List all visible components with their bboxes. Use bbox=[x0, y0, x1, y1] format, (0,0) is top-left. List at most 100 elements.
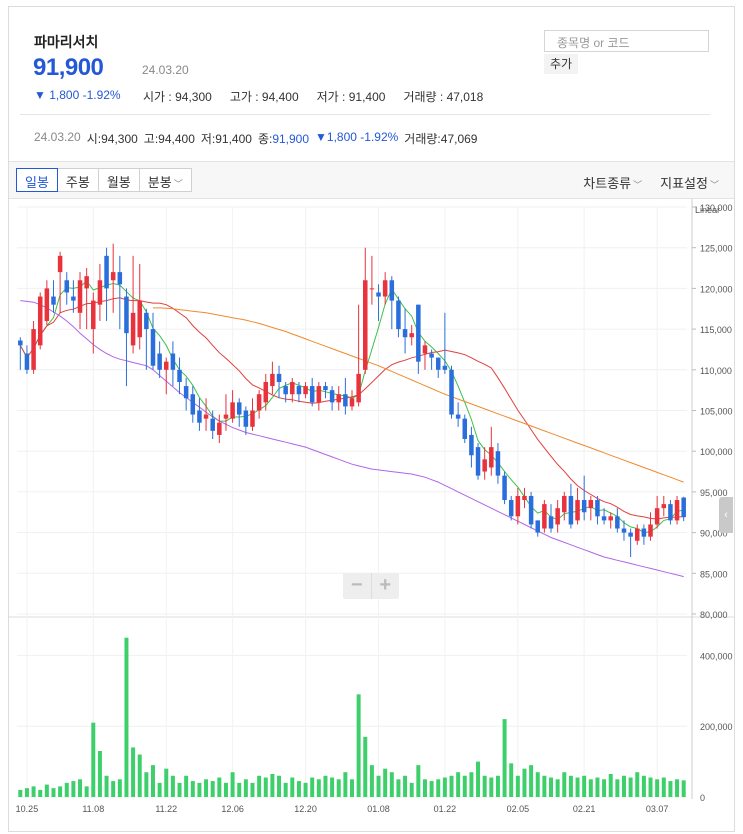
candle-body bbox=[64, 280, 70, 293]
volume-bar bbox=[608, 773, 613, 797]
candle-body bbox=[648, 524, 653, 537]
candle-body bbox=[595, 500, 600, 517]
chevron-down-icon: ﹀ bbox=[633, 180, 643, 190]
candle-body bbox=[144, 312, 149, 330]
info-low: 저:91,400 bbox=[200, 132, 252, 146]
volume-bar bbox=[648, 777, 653, 797]
volume-bar bbox=[323, 775, 328, 797]
volume-bar bbox=[71, 781, 76, 797]
tab-weekly[interactable]: 주봉 bbox=[56, 168, 99, 192]
volume-bar bbox=[44, 784, 49, 797]
x-tick-label: 03.07 bbox=[646, 804, 669, 814]
x-tick-label: 02.05 bbox=[507, 804, 530, 814]
volume-bar bbox=[675, 779, 680, 797]
candle-body bbox=[37, 296, 43, 346]
x-tick-label: 12.06 bbox=[221, 804, 244, 814]
candle-body bbox=[18, 340, 23, 346]
chevron-left-icon[interactable]: ‹ bbox=[719, 497, 733, 533]
candle-body bbox=[515, 495, 521, 517]
volume-bar bbox=[449, 775, 454, 797]
volume-bar bbox=[462, 775, 467, 797]
volume-bar bbox=[290, 777, 295, 797]
volume-bar bbox=[555, 779, 560, 797]
stock-name: 파마리서치 bbox=[34, 34, 99, 50]
volume-bar bbox=[509, 763, 514, 797]
candle-body bbox=[84, 276, 89, 289]
volume-bar bbox=[38, 789, 43, 797]
candle-body bbox=[183, 386, 189, 399]
zoom-in-button[interactable]: + bbox=[370, 573, 400, 599]
candle-body bbox=[621, 528, 627, 533]
volume-bar bbox=[343, 772, 348, 797]
info-volume: 거래량:47,069 bbox=[404, 132, 478, 146]
candle-body bbox=[608, 516, 613, 521]
volume-tick-label: 200,000 bbox=[700, 722, 733, 732]
volume-bar bbox=[204, 779, 209, 797]
volume-bar bbox=[177, 782, 182, 797]
candle-body bbox=[449, 369, 454, 415]
tab-minute[interactable]: 분봉 ﹀ bbox=[138, 168, 192, 192]
candle-body bbox=[230, 402, 235, 419]
candle-body bbox=[389, 280, 395, 301]
ma60-line bbox=[20, 300, 684, 578]
volume-bar bbox=[356, 694, 361, 797]
candle-body bbox=[562, 495, 567, 513]
candle-body bbox=[164, 361, 169, 370]
volume-bar bbox=[184, 775, 189, 797]
price-tick-label: 80,000 bbox=[700, 610, 728, 620]
high-stat: 고가 : 94,400 bbox=[229, 90, 299, 104]
candle-body bbox=[117, 272, 123, 285]
candle-body bbox=[223, 414, 229, 419]
volume-bar bbox=[575, 777, 580, 797]
volume-bar bbox=[562, 772, 567, 797]
candle-body bbox=[256, 394, 262, 411]
add-button[interactable]: 추가 bbox=[544, 54, 578, 74]
candle-body bbox=[429, 353, 434, 358]
volume-bar bbox=[237, 782, 242, 797]
volume-bar bbox=[137, 754, 142, 797]
candle-body bbox=[349, 398, 355, 407]
chart-type-menu[interactable]: 차트종류 ﹀ bbox=[583, 176, 643, 191]
price-tick-label: 130,000 bbox=[700, 203, 733, 213]
price-tick-label: 105,000 bbox=[700, 407, 733, 417]
volume-bar bbox=[416, 765, 421, 797]
candle-body bbox=[57, 255, 63, 273]
candle-body bbox=[369, 288, 375, 290]
candle-body bbox=[71, 296, 76, 301]
candle-body bbox=[250, 410, 255, 427]
candle-body bbox=[508, 500, 514, 517]
chevron-down-icon: ﹀ bbox=[173, 179, 183, 189]
price-tick-label: 120,000 bbox=[700, 284, 733, 294]
candle-body bbox=[329, 390, 335, 403]
candle-body bbox=[502, 475, 507, 501]
volume-bar bbox=[164, 768, 169, 797]
candle-body bbox=[77, 280, 83, 313]
candle-body bbox=[203, 414, 209, 419]
indicator-menu[interactable]: 지표설정 ﹀ bbox=[660, 176, 719, 191]
candle-body bbox=[522, 495, 527, 501]
volume-bar bbox=[111, 781, 116, 797]
search-input[interactable]: 종목명 or 코드 bbox=[544, 30, 709, 52]
volume-bar bbox=[615, 779, 620, 797]
volume-bar bbox=[197, 782, 202, 797]
volume-bar bbox=[456, 772, 461, 797]
candle-body bbox=[462, 418, 468, 439]
zoom-out-button[interactable]: − bbox=[350, 574, 363, 596]
volume-bar bbox=[210, 781, 215, 797]
volume-bar bbox=[429, 781, 434, 797]
x-tick-label: 11.22 bbox=[155, 804, 177, 814]
stock-chart[interactable]: 130,000 125,000 120,000 115,000 110,000 105,0… bbox=[9, 199, 734, 829]
candle-body bbox=[363, 280, 368, 370]
candle-body bbox=[44, 288, 50, 321]
volume-tick-label: 400,000 bbox=[700, 651, 733, 661]
info-bar: 24.03.20 시:94,300 고:94,400 저:91,400 종:91… bbox=[34, 130, 477, 147]
volume-bar bbox=[389, 772, 394, 797]
volume-bar bbox=[58, 786, 63, 797]
volume-bar bbox=[422, 779, 427, 797]
tab-daily[interactable]: 일봉 bbox=[16, 168, 58, 192]
candle-body bbox=[475, 447, 481, 476]
tab-monthly[interactable]: 월봉 bbox=[97, 168, 140, 192]
candle-body bbox=[303, 386, 308, 395]
candle-body bbox=[528, 495, 534, 525]
candle-body bbox=[110, 272, 116, 281]
